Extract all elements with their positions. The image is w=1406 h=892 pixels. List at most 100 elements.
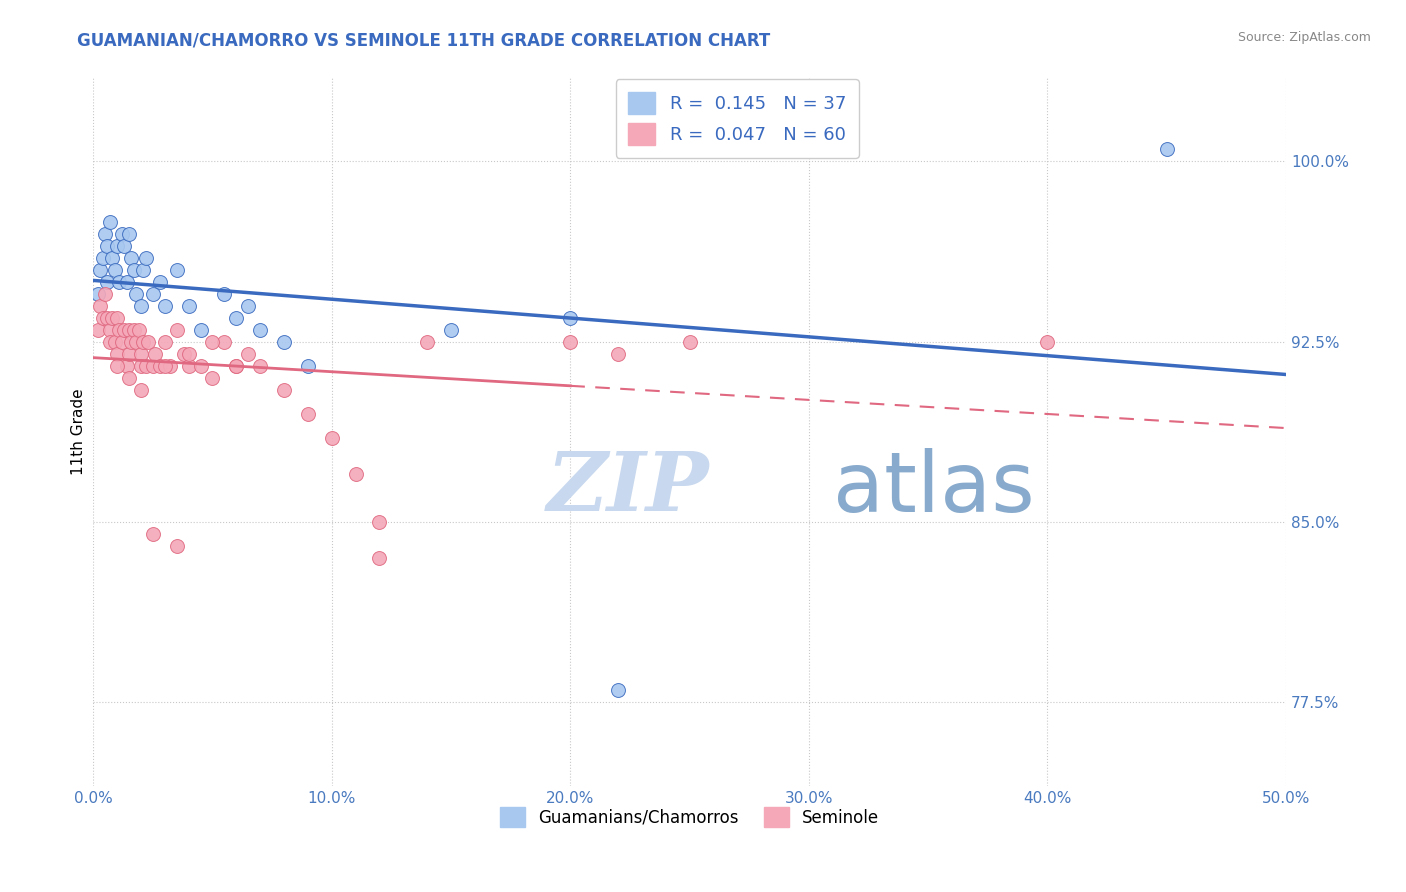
Point — [321, 431, 343, 445]
Point — [149, 275, 172, 289]
Point — [118, 370, 141, 384]
Point — [112, 322, 135, 336]
Point — [214, 334, 236, 349]
Point — [115, 359, 138, 373]
Point — [87, 286, 110, 301]
Legend: Guamanians/Chamorros, Seminole: Guamanians/Chamorros, Seminole — [494, 800, 886, 834]
Point — [416, 334, 439, 349]
Point — [101, 310, 124, 325]
Point — [122, 262, 145, 277]
Point — [91, 310, 114, 325]
Point — [297, 407, 319, 421]
Text: atlas: atlas — [832, 448, 1035, 529]
Point — [120, 251, 142, 265]
Point — [98, 214, 121, 228]
Point — [273, 383, 295, 397]
Point — [105, 310, 128, 325]
Point — [129, 299, 152, 313]
Point — [214, 286, 236, 301]
Point — [118, 346, 141, 360]
Point — [94, 227, 117, 241]
Point — [118, 322, 141, 336]
Point — [225, 310, 247, 325]
Point — [225, 359, 247, 373]
Point — [96, 238, 118, 252]
Point — [190, 359, 212, 373]
Point — [96, 310, 118, 325]
Point — [129, 383, 152, 397]
Point — [238, 346, 260, 360]
Point — [104, 262, 127, 277]
Point — [142, 286, 165, 301]
Point — [166, 539, 188, 553]
Point — [297, 359, 319, 373]
Point — [89, 262, 111, 277]
Point — [177, 299, 200, 313]
Point — [560, 310, 582, 325]
Point — [1036, 334, 1059, 349]
Text: GUAMANIAN/CHAMORRO VS SEMINOLE 11TH GRADE CORRELATION CHART: GUAMANIAN/CHAMORRO VS SEMINOLE 11TH GRAD… — [77, 31, 770, 49]
Point — [273, 334, 295, 349]
Point — [153, 299, 176, 313]
Point — [153, 359, 176, 373]
Point — [225, 359, 247, 373]
Point — [108, 275, 131, 289]
Point — [105, 238, 128, 252]
Point — [678, 334, 700, 349]
Point — [115, 275, 138, 289]
Point — [111, 334, 134, 349]
Point — [201, 370, 224, 384]
Point — [166, 322, 188, 336]
Point — [249, 322, 271, 336]
Point — [560, 334, 582, 349]
Point — [142, 359, 165, 373]
Point — [120, 334, 142, 349]
Point — [94, 286, 117, 301]
Point — [159, 359, 181, 373]
Point — [129, 346, 152, 360]
Y-axis label: 11th Grade: 11th Grade — [72, 388, 86, 475]
Point — [111, 227, 134, 241]
Point — [177, 359, 200, 373]
Point — [143, 346, 166, 360]
Point — [142, 526, 165, 541]
Point — [368, 550, 391, 565]
Point — [112, 238, 135, 252]
Point — [135, 251, 157, 265]
Point — [125, 334, 148, 349]
Point — [98, 322, 121, 336]
Point — [368, 515, 391, 529]
Point — [132, 334, 155, 349]
Point — [136, 334, 159, 349]
Point — [101, 251, 124, 265]
Text: Source: ZipAtlas.com: Source: ZipAtlas.com — [1237, 31, 1371, 45]
Point — [249, 359, 271, 373]
Point — [440, 322, 463, 336]
Point — [238, 299, 260, 313]
Point — [89, 299, 111, 313]
Point — [96, 275, 118, 289]
Point — [135, 359, 157, 373]
Point — [607, 346, 630, 360]
Point — [607, 682, 630, 697]
Point — [201, 334, 224, 349]
Point — [149, 359, 172, 373]
Point — [125, 286, 148, 301]
Point — [105, 359, 128, 373]
Point — [104, 334, 127, 349]
Point — [344, 467, 367, 481]
Point — [132, 262, 155, 277]
Point — [105, 346, 128, 360]
Point — [108, 322, 131, 336]
Point — [153, 334, 176, 349]
Point — [190, 322, 212, 336]
Point — [129, 359, 152, 373]
Point — [98, 334, 121, 349]
Point — [128, 322, 150, 336]
Point — [173, 346, 195, 360]
Point — [118, 227, 141, 241]
Point — [87, 322, 110, 336]
Point — [177, 346, 200, 360]
Point — [166, 262, 188, 277]
Text: ZIP: ZIP — [547, 449, 709, 528]
